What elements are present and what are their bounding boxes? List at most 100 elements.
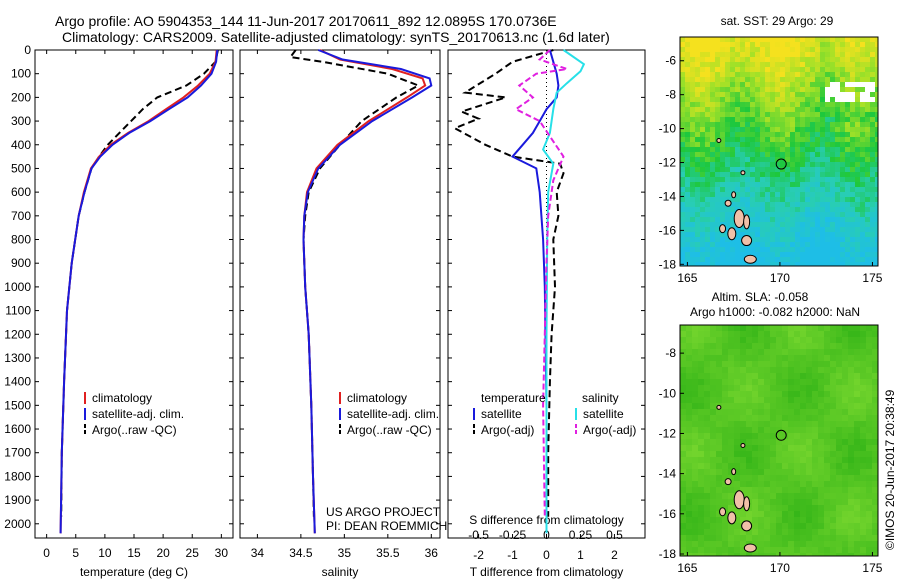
map-cell xyxy=(815,127,820,132)
map-cell xyxy=(735,107,740,112)
map-cell xyxy=(745,252,750,257)
map-cell xyxy=(686,553,692,556)
map-cell xyxy=(716,445,722,451)
map-cell xyxy=(875,242,878,247)
map-cell xyxy=(698,421,704,427)
map-cell xyxy=(758,541,764,547)
map-cell xyxy=(860,147,865,152)
map-cell xyxy=(860,403,866,409)
map-cell xyxy=(850,207,855,212)
map-cell xyxy=(735,232,740,237)
map-cell xyxy=(760,187,765,192)
map-cell xyxy=(760,122,765,127)
map-cell xyxy=(860,529,866,535)
island-shape xyxy=(716,137,722,143)
map-cell xyxy=(825,147,830,152)
map-cell xyxy=(865,177,870,182)
map-cell xyxy=(790,237,795,242)
map-cell xyxy=(836,529,842,535)
map-cell xyxy=(845,92,850,97)
map-cell xyxy=(855,117,860,122)
map-cell xyxy=(854,499,860,505)
argo-profile-line xyxy=(60,49,219,517)
map-cell xyxy=(722,343,728,349)
map-cell xyxy=(734,541,740,547)
map-cell xyxy=(685,162,690,167)
map-cell xyxy=(835,162,840,167)
map-cell xyxy=(765,197,770,202)
map-cell xyxy=(710,172,715,177)
map-cell xyxy=(735,37,740,42)
map-cell xyxy=(686,361,692,367)
map-cell xyxy=(776,535,782,541)
map-cell xyxy=(698,379,704,385)
map-cell xyxy=(875,202,878,207)
map-cell xyxy=(782,463,788,469)
map-cell xyxy=(690,92,695,97)
salinity-tick-label: 35.5 xyxy=(376,546,400,560)
map-cell xyxy=(818,421,824,427)
map-cell xyxy=(854,325,860,331)
map-cell xyxy=(805,67,810,72)
map-cell xyxy=(740,197,745,202)
depth-tick-label: 1100 xyxy=(5,304,31,318)
map-cell xyxy=(730,212,735,217)
map-cell xyxy=(806,343,812,349)
map-cell xyxy=(860,349,866,355)
map-cell xyxy=(780,102,785,107)
map-cell xyxy=(735,127,740,132)
map-cell xyxy=(752,427,758,433)
map-cell xyxy=(870,107,875,112)
map-cell xyxy=(840,47,845,52)
map-cell xyxy=(776,511,782,517)
map-cell xyxy=(752,541,758,547)
map-cell xyxy=(730,162,735,167)
map-cell xyxy=(716,523,722,529)
map-cell xyxy=(740,481,746,487)
map-cell xyxy=(722,451,728,457)
map-cell xyxy=(848,373,854,379)
map-cell xyxy=(750,117,755,122)
map-cell xyxy=(680,535,686,541)
map-cell xyxy=(780,247,785,252)
map-cell xyxy=(758,547,764,553)
map-cell xyxy=(825,62,830,67)
map-cell xyxy=(758,373,764,379)
map-cell xyxy=(698,541,704,547)
map-cell xyxy=(745,72,750,77)
map-cell xyxy=(710,227,715,232)
map-cell xyxy=(865,67,870,72)
map-cell xyxy=(782,481,788,487)
map-cell xyxy=(870,52,875,57)
map-cell xyxy=(740,349,746,355)
map-cell xyxy=(848,553,854,556)
map-cell xyxy=(710,523,716,529)
map-cell xyxy=(680,505,686,511)
map-cell xyxy=(775,112,780,117)
map-cell xyxy=(705,97,710,102)
map-cell xyxy=(870,252,875,257)
map-cell xyxy=(845,212,850,217)
map-cell xyxy=(710,162,715,167)
map-cell xyxy=(825,212,830,217)
map-cell xyxy=(692,361,698,367)
map-cell xyxy=(800,427,806,433)
map-cell xyxy=(824,337,830,343)
map-cell xyxy=(860,535,866,541)
map-cell xyxy=(835,82,840,87)
map-cell xyxy=(794,331,800,337)
map-cell xyxy=(848,499,854,505)
map-cell xyxy=(750,247,755,252)
map-cell xyxy=(795,127,800,132)
map-cell xyxy=(785,242,790,247)
map-cell xyxy=(740,367,746,373)
map-cell xyxy=(806,487,812,493)
map-cell xyxy=(745,52,750,57)
map-cell xyxy=(805,117,810,122)
map-cell xyxy=(770,262,775,266)
map-cell xyxy=(695,112,700,117)
map-cell xyxy=(806,481,812,487)
map-cell xyxy=(710,475,716,481)
map-cell xyxy=(815,137,820,142)
map-cell xyxy=(740,535,746,541)
